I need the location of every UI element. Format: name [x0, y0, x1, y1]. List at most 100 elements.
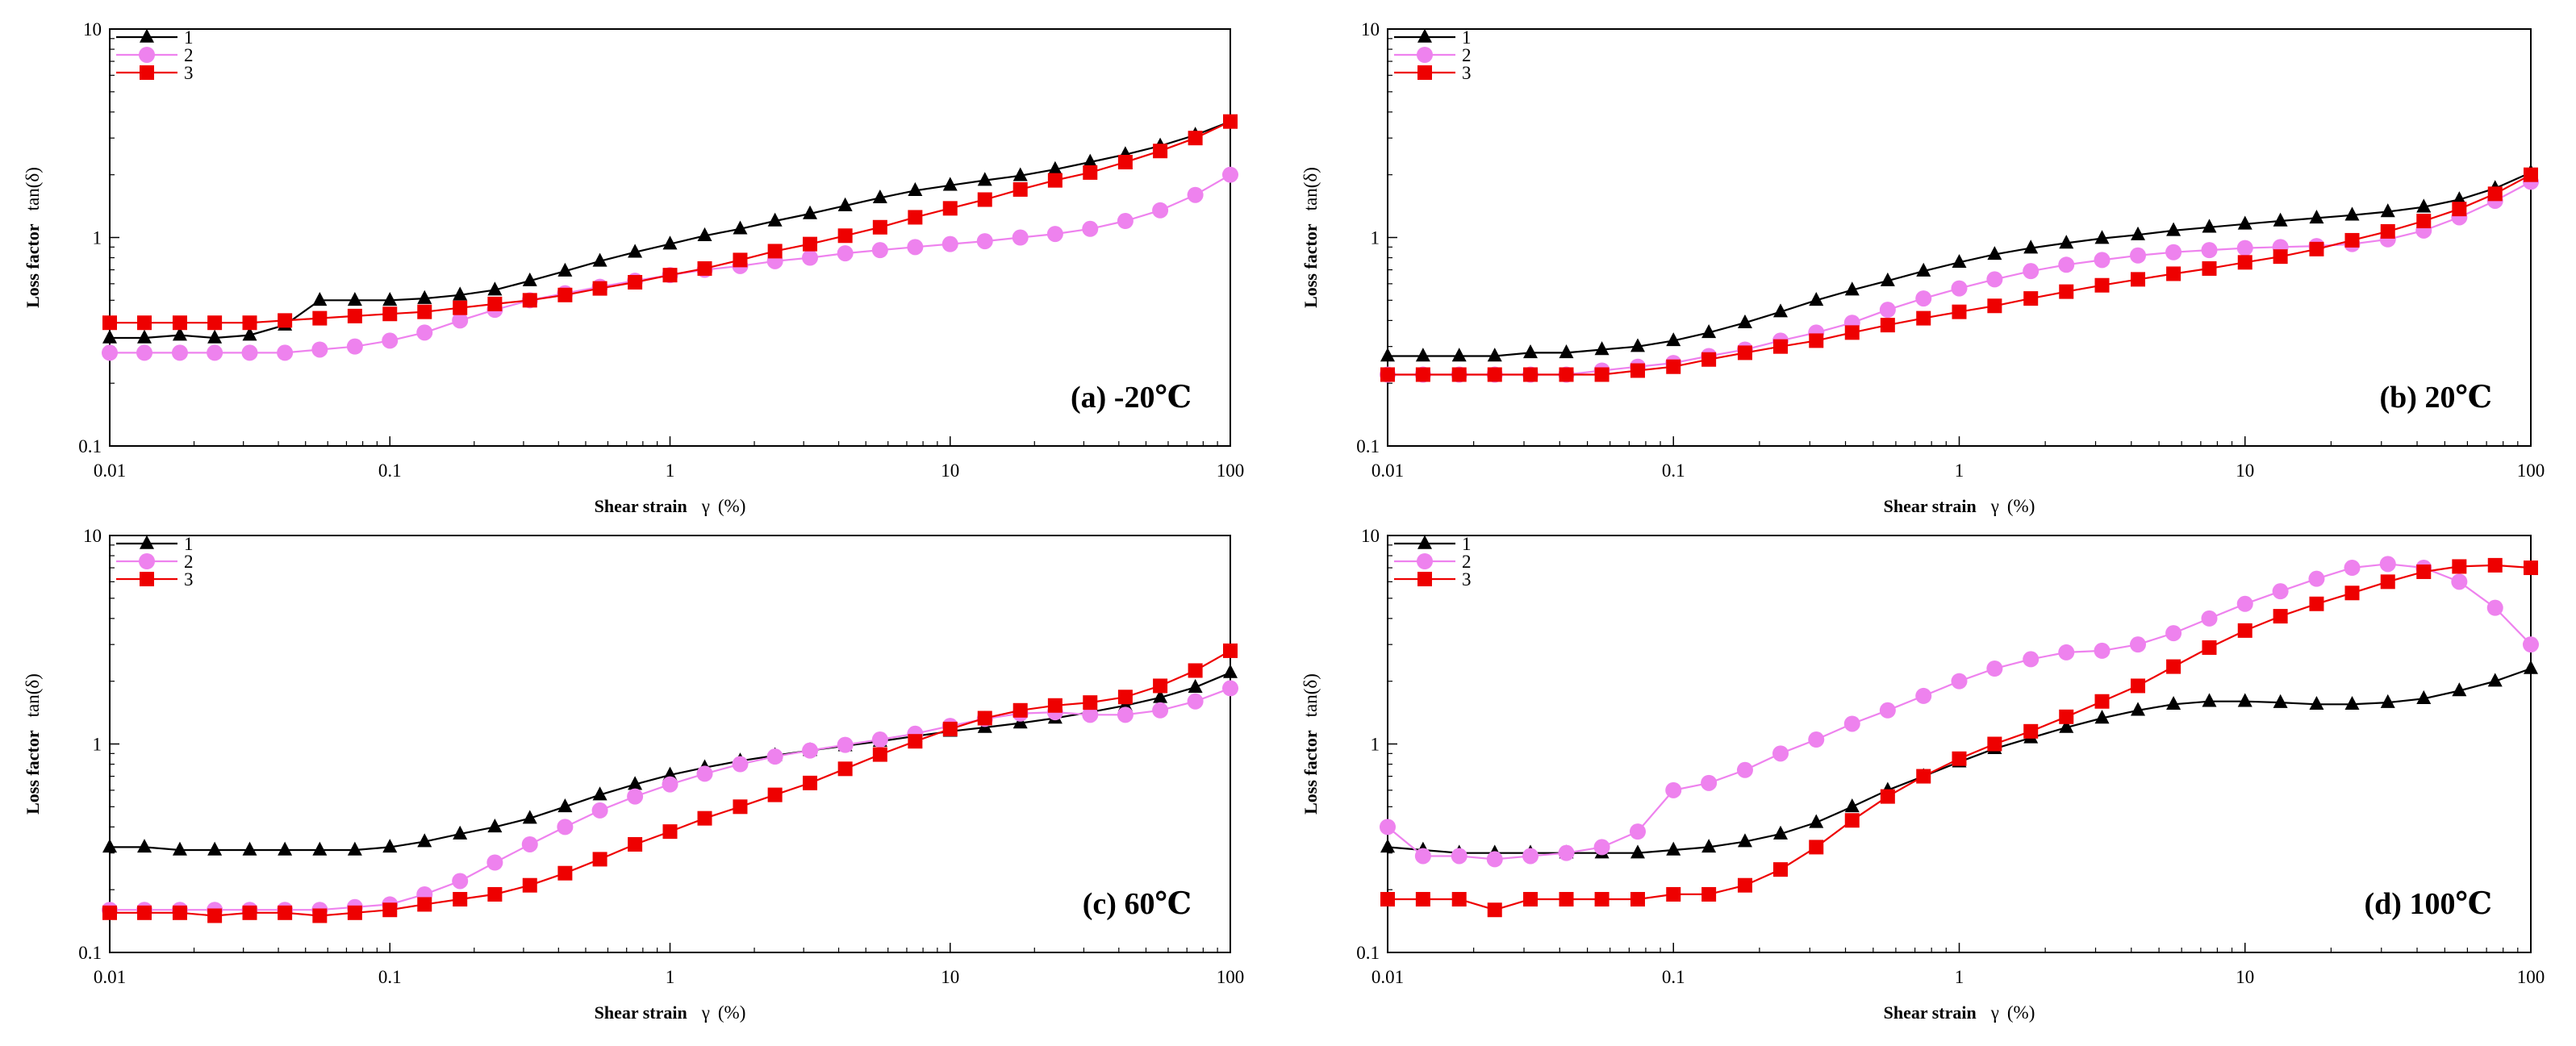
- data-point-3: [2059, 710, 2073, 724]
- data-point-2: [872, 242, 888, 258]
- data-point-2: [627, 789, 643, 805]
- data-point-1: [1523, 344, 1538, 358]
- data-point-3: [2381, 574, 2395, 589]
- data-point-1: [2309, 210, 2323, 223]
- series-line-3: [110, 122, 1230, 323]
- data-point-3: [1013, 703, 1028, 718]
- data-point-3: [1595, 892, 1609, 906]
- data-point-3: [2524, 561, 2538, 575]
- data-point-2: [1082, 221, 1098, 237]
- data-point-1: [1666, 842, 1680, 856]
- data-point-3: [768, 788, 783, 802]
- y-axis-label: Loss factor tan(δ): [1301, 673, 1321, 815]
- data-point-3: [2166, 660, 2181, 674]
- y-tick-label: 0.1: [1356, 436, 1380, 456]
- data-point-2: [1737, 762, 1753, 778]
- data-point-3: [1452, 892, 1467, 906]
- data-point-2: [732, 756, 748, 773]
- data-point-2: [1522, 848, 1539, 864]
- x-tick-label: 0.01: [1372, 967, 1404, 987]
- data-point-1: [2202, 219, 2216, 232]
- data-point-1: [1380, 839, 1395, 852]
- data-point-1: [1630, 844, 1645, 858]
- data-point-3: [1845, 813, 1860, 827]
- x-axis-title: Shear strain: [1884, 1002, 1977, 1023]
- data-point-2: [1630, 823, 1646, 840]
- plot-frame: [110, 536, 1230, 952]
- data-point-3: [2238, 255, 2252, 269]
- x-tick-label: 0.01: [94, 460, 126, 481]
- y-axis-title: Loss factor: [23, 223, 43, 308]
- data-point-3: [628, 837, 642, 852]
- data-point-3: [1666, 360, 1680, 374]
- data-point-3: [1488, 367, 1502, 381]
- data-point-3: [1845, 325, 1860, 340]
- data-point-2: [2523, 636, 2539, 652]
- data-point-3: [1916, 769, 1931, 784]
- data-point-3: [943, 201, 958, 215]
- data-point-1: [417, 290, 432, 304]
- x-axis-title: Shear strain: [1884, 496, 1977, 516]
- y-axis-label: Loss factor tan(δ): [23, 167, 43, 308]
- legend-label-3: 3: [1462, 569, 1472, 590]
- data-point-3: [1701, 887, 1716, 902]
- y-axis-title: Loss factor: [1301, 730, 1321, 815]
- x-tick-label: 1: [666, 967, 675, 987]
- data-point-3: [1952, 305, 1967, 319]
- x-tick-label: 0.1: [1662, 460, 1685, 481]
- series-line-2: [1388, 181, 2531, 374]
- data-point-3: [2202, 640, 2216, 655]
- data-point-3: [1188, 131, 1203, 145]
- figure: 0.01 0.1 1 10 1000.1110 123(a) -20℃Shear stra…: [0, 0, 2576, 1046]
- x-axis-label: Shear strain γ (%): [1884, 496, 2035, 516]
- x-tick-label: 100: [2517, 460, 2545, 481]
- data-point-3: [1666, 887, 1680, 902]
- x-axis-label: Shear strain γ (%): [595, 496, 746, 516]
- data-point-3: [2416, 214, 2431, 228]
- data-point-2: [1047, 226, 1063, 242]
- y-tick-label: 10: [1361, 526, 1380, 546]
- data-point-3: [243, 315, 257, 330]
- x-axis-unit: (%): [2007, 1002, 2035, 1023]
- data-point-2: [697, 765, 713, 781]
- data-point-3: [1153, 144, 1167, 158]
- legend-marker-1: [1417, 536, 1432, 549]
- data-point-3: [768, 244, 783, 258]
- data-point-1: [1488, 348, 1502, 361]
- data-point-2: [242, 344, 258, 360]
- data-point-2: [2023, 651, 2039, 667]
- legend: 123: [1394, 534, 1472, 590]
- x-tick-label: 10: [2236, 460, 2254, 481]
- data-point-2: [1451, 848, 1468, 864]
- data-point-2: [1880, 702, 1896, 719]
- x-tick-label: 100: [1217, 460, 1245, 481]
- data-point-3: [137, 315, 152, 330]
- data-point-2: [2023, 263, 2039, 279]
- data-point-1: [2166, 696, 2181, 710]
- panel-label-b: (b) 20℃: [2380, 381, 2492, 415]
- data-point-2: [311, 341, 328, 357]
- data-point-3: [908, 210, 922, 224]
- data-point-3: [487, 297, 502, 311]
- data-point-3: [978, 192, 992, 206]
- data-point-2: [2201, 242, 2217, 258]
- data-point-2: [172, 344, 188, 360]
- legend-marker-3: [1417, 572, 1432, 586]
- x-axis-symbol: γ: [701, 496, 710, 516]
- series-3: [1380, 168, 2538, 382]
- data-point-2: [1915, 688, 1931, 704]
- series-2: [1380, 556, 2539, 867]
- data-point-2: [1915, 290, 1931, 306]
- data-point-2: [1808, 731, 1824, 748]
- data-point-3: [1595, 367, 1609, 381]
- x-tick-label: 100: [1217, 967, 1245, 987]
- data-point-2: [1986, 661, 2002, 677]
- x-axis-label: Shear strain γ (%): [1884, 1002, 2035, 1023]
- series-2: [1380, 173, 2539, 382]
- data-point-1: [2345, 206, 2360, 220]
- data-point-3: [733, 799, 747, 814]
- y-tick-label: 1: [93, 735, 102, 755]
- data-point-1: [2238, 215, 2252, 229]
